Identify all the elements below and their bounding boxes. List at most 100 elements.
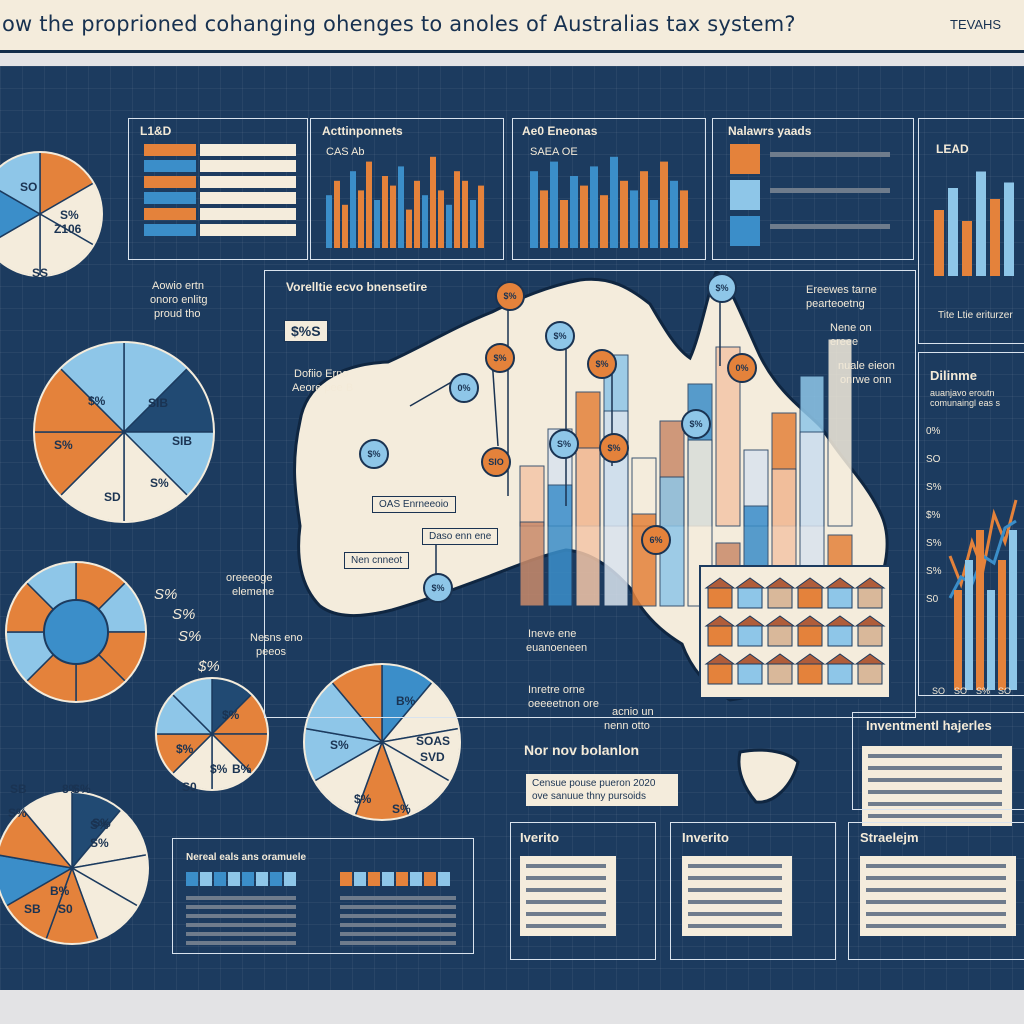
table-panel	[128, 118, 308, 260]
bar-chart-1-bar	[342, 204, 348, 248]
pie7-label: SVD	[420, 750, 445, 764]
bar-chart-1-bar	[358, 190, 364, 248]
map-right-label-6: onrwe onn	[840, 374, 892, 386]
table-color-cell	[144, 160, 196, 172]
text-block-line	[688, 876, 782, 880]
pie2-label: S%	[150, 476, 169, 490]
bottom-text-line	[340, 932, 456, 936]
text-block-line	[526, 924, 606, 928]
bar-chart-1-bar	[454, 171, 460, 248]
pie2-label: SD	[104, 490, 121, 504]
map-tag-3: Nen cnneot	[344, 552, 410, 569]
page-title: ow the proprioned cohanging ohenges to a…	[2, 12, 796, 36]
bar-chart-1-bar	[326, 195, 332, 248]
bar-chart-1-bar	[438, 190, 444, 248]
legend-panel	[712, 118, 914, 260]
bar-chart-2-bar	[600, 195, 608, 248]
text-block-line	[868, 754, 1002, 758]
suburb-roof	[734, 615, 766, 627]
line-chart-bar	[965, 560, 973, 690]
bar-chart-1-bar	[470, 200, 476, 248]
bottom-text-line	[186, 923, 296, 927]
legend-text-line	[770, 224, 890, 229]
map-badge: 0%	[727, 353, 757, 383]
y-tick-label: SO	[926, 454, 941, 465]
bar-chart-1-bar	[334, 180, 340, 248]
text-block-line	[688, 924, 782, 928]
line-chart-bar	[1009, 530, 1017, 690]
text-block-line	[868, 778, 1002, 782]
map-tag-1: OAS Enrneeoio	[372, 496, 456, 513]
floating-label-3: S%	[178, 628, 202, 645]
table-text-cell	[200, 144, 296, 156]
legend-swatch	[730, 180, 760, 210]
pie5-label: S%	[8, 806, 27, 820]
pie6-label: S%	[90, 836, 109, 850]
pie-chart-3-hub	[43, 599, 109, 665]
table-color-cell	[144, 176, 196, 188]
table-text-cell	[200, 176, 296, 188]
suburb-roof	[794, 653, 826, 665]
bottom-strip-b	[340, 872, 352, 886]
bar-chart-2-bar	[680, 190, 688, 248]
bar-chart-2-bar	[590, 166, 598, 248]
map-bottom-label-6: nenn otto	[604, 720, 650, 732]
bottom-bars-panel	[172, 838, 474, 954]
bar-chart-1-bar	[382, 176, 388, 248]
text-block	[520, 856, 616, 936]
pie4-label: $%	[176, 742, 194, 756]
bar-panel-2-subtitle: SAEA OE	[530, 146, 578, 158]
pie-chart-1	[0, 151, 103, 277]
suburb-roof	[764, 615, 796, 627]
bar-chart-2-bar	[650, 200, 658, 248]
bottom-strip-b	[354, 872, 366, 886]
map-bottom-label-1: Ineve ene	[528, 628, 577, 640]
bar-chart-2-bar	[610, 156, 618, 248]
map-badge: $%	[495, 281, 525, 311]
map-left-label-2: onoro enlitg	[150, 294, 208, 306]
map-panel-title: Vorelltie ecvo bnensetire	[286, 280, 428, 294]
line-chart-bar	[998, 560, 1006, 690]
bottom-strip-b	[438, 872, 450, 886]
bottom-bars-title: Nereal eals ans oramuele	[186, 852, 307, 863]
text-block-line	[866, 876, 1006, 880]
bottom-strip-b	[424, 872, 436, 886]
text-block-line	[866, 864, 1006, 868]
pie7-label: SOAS	[416, 734, 451, 748]
line-chart-subtitle: auanjavo eroutn comunaingl eas s	[930, 388, 1001, 408]
bar-chart-2-bar	[640, 171, 648, 248]
title-banner: ow the proprioned cohanging ohenges to a…	[0, 0, 1024, 53]
floating-label-1: S%	[154, 586, 178, 603]
text-block-line	[868, 766, 1002, 770]
pie2-label: SIB	[172, 434, 193, 448]
map-bottom-label-5: acnio un	[612, 706, 654, 718]
pie4-label: $%	[222, 708, 240, 722]
pie2-label: SIB	[148, 396, 169, 410]
pie4-label: S0	[182, 780, 197, 794]
pie7-label: $%	[354, 792, 372, 806]
text-block-line	[866, 924, 1006, 928]
right-bar-panel	[918, 118, 1024, 344]
bar-chart-2-bar	[660, 161, 668, 248]
y-tick-label: S%	[926, 566, 942, 577]
legend-text-line	[770, 152, 890, 157]
pie-chart-6-rim	[303, 663, 461, 821]
bottom-text-line	[186, 941, 296, 945]
map-left-label-6: Nesns eno	[250, 632, 303, 644]
map-badge: $%	[423, 573, 453, 603]
suburb-roof	[794, 577, 826, 589]
text-block-line	[688, 864, 782, 868]
new-box-text: Censue pouse pueron 2020 ove sanuue thny…	[532, 778, 656, 802]
bottom-strip-a	[270, 872, 282, 886]
line-chart-bar	[987, 590, 995, 690]
map-bottom-label-3: Inretre orne	[528, 684, 585, 696]
table-text-cell	[200, 208, 296, 220]
bottom-text-line	[186, 896, 296, 900]
investment-title: Inventmentl hajerles	[866, 718, 992, 733]
inverto-2-title: Inverito	[682, 830, 729, 845]
bar-panel-1	[310, 118, 504, 260]
bottom-text-line	[340, 905, 456, 909]
bottom-strip-a	[284, 872, 296, 886]
bottom-strip-b	[396, 872, 408, 886]
map-left-label-7: peeos	[256, 646, 286, 658]
